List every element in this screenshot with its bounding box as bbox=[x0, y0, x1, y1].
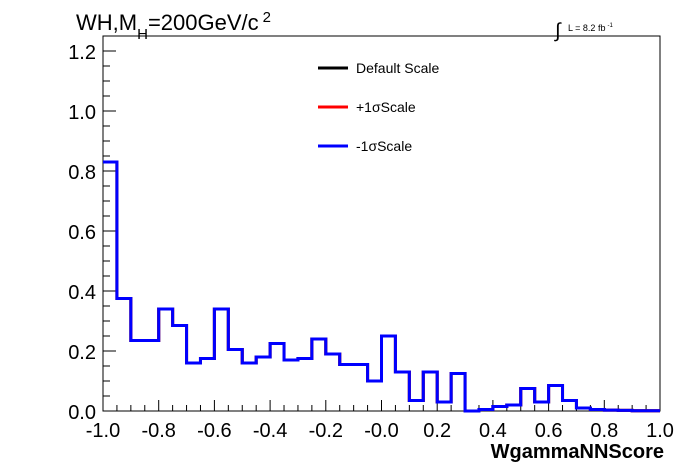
x-tick-label: -0.8 bbox=[141, 420, 175, 442]
lumi-label: L = 8.2 fb -1 bbox=[568, 23, 613, 33]
chart-title-subscript: H bbox=[137, 26, 148, 43]
y-tick-label: 0.6 bbox=[68, 222, 96, 244]
chart-title-superscript: 2 bbox=[263, 9, 271, 26]
legend-label: +1σScale bbox=[356, 99, 416, 115]
chart-title-main: WH,M bbox=[76, 10, 137, 35]
y-tick-label: 0.0 bbox=[68, 402, 96, 424]
x-axis: -1.0 -0.8 -0.6 -0.4 -0.2 -0.0 0.2 0.4 0.6 0.8 1.0 bbox=[86, 400, 674, 442]
lumi-integral-symbol: ∫ bbox=[554, 20, 562, 42]
y-tick-label: 0.8 bbox=[68, 162, 96, 184]
x-tick-label: 0.8 bbox=[590, 420, 618, 442]
chart-title: WH,MH=200GeV/c 2 bbox=[76, 9, 271, 43]
x-tick-label: 0.6 bbox=[535, 420, 563, 442]
x-tick-label: -0.2 bbox=[309, 420, 343, 442]
x-tick-label: -1.0 bbox=[86, 420, 120, 442]
series-group bbox=[103, 160, 660, 413]
chart-title-rest: =200GeV/c bbox=[148, 10, 259, 35]
legend: Default Scale +1σScale -1σScale bbox=[318, 60, 439, 154]
x-tick-label: -0.4 bbox=[253, 420, 287, 442]
x-axis-label: WgammaNNScore bbox=[491, 441, 664, 463]
y-tick-label: 1.2 bbox=[68, 42, 96, 64]
x-tick-label: -0.0 bbox=[364, 420, 398, 442]
lumi-label-superscript: -1 bbox=[607, 23, 613, 29]
x-tick-label: 1.0 bbox=[646, 420, 674, 442]
y-tick-label: 0.4 bbox=[68, 282, 96, 304]
x-tick-label: 0.2 bbox=[423, 420, 451, 442]
series-line--1-scale bbox=[103, 160, 660, 413]
lumi-label-text: L = 8.2 fb bbox=[568, 23, 605, 33]
x-tick-label: 0.4 bbox=[479, 420, 507, 442]
y-tick-label: 1.0 bbox=[68, 102, 96, 124]
x-tick-label: -0.6 bbox=[197, 420, 231, 442]
y-axis: 0.0 0.2 0.4 0.6 0.8 1.0 1.2 bbox=[68, 35, 116, 424]
legend-label: Default Scale bbox=[356, 60, 439, 76]
legend-label: -1σScale bbox=[356, 138, 412, 154]
y-tick-label: 0.2 bbox=[68, 342, 96, 364]
